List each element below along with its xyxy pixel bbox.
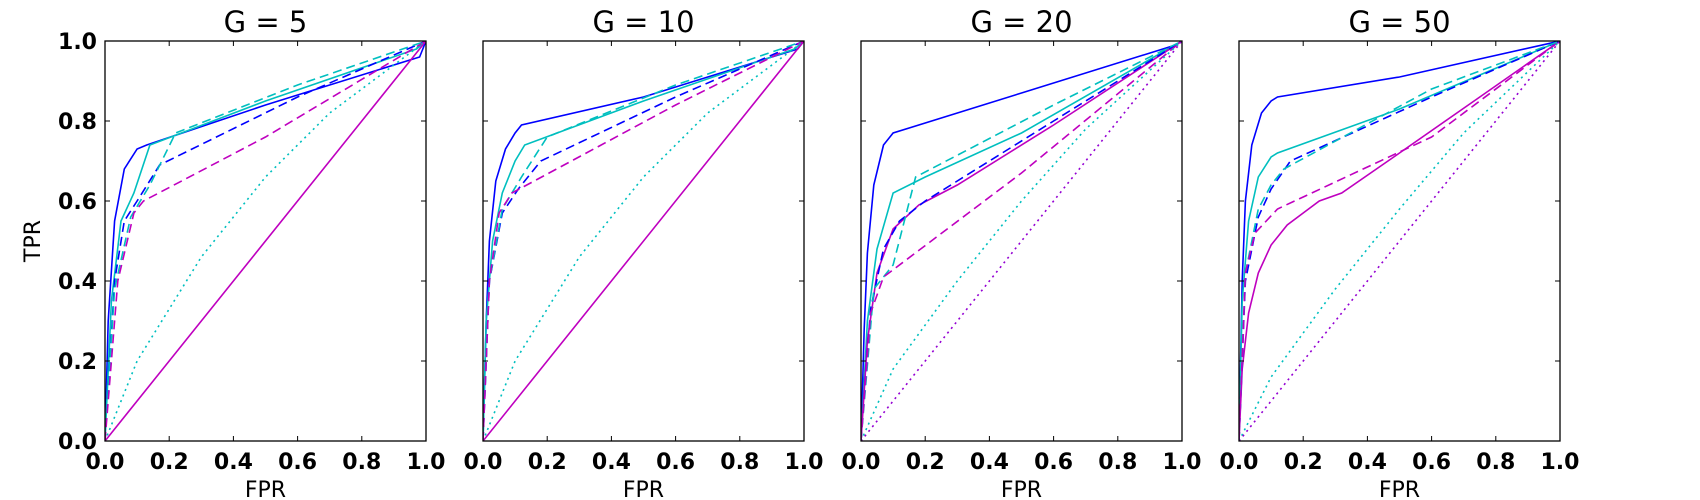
panel-1: 0.0 0.2 0.4 0.6 0.8 1.0 0.0 0.2 0.4 0.6 0.8 1.0 G = … bbox=[21, 5, 445, 500]
axes-frame bbox=[860, 40, 1183, 442]
panel-title: G = 20 bbox=[970, 5, 1072, 39]
roc-curve-3 bbox=[105, 41, 426, 441]
roc-curve-6 bbox=[1239, 41, 1560, 441]
curves bbox=[105, 41, 426, 441]
x-tick-label: 0.4 bbox=[1348, 450, 1387, 475]
x-tick-label: 0.8 bbox=[342, 450, 381, 475]
roc-curve-2 bbox=[105, 41, 426, 441]
roc-curve-7 bbox=[105, 41, 426, 441]
roc-curve-7 bbox=[861, 41, 1182, 441]
x-tick-label: 0.4 bbox=[214, 450, 253, 475]
roc-curve-8 bbox=[1239, 41, 1560, 441]
roc-curve-5 bbox=[861, 41, 1182, 441]
x-tick-label: 1.0 bbox=[407, 450, 446, 475]
curves bbox=[1239, 41, 1560, 441]
x-tick-label: 0.6 bbox=[1412, 450, 1451, 475]
roc-curve-6 bbox=[105, 41, 426, 441]
roc-curve-8 bbox=[861, 41, 1182, 441]
x-tick-label: 0.2 bbox=[528, 450, 567, 475]
x-axis-label: FPR bbox=[1379, 478, 1420, 500]
y-tick-label: 0.0 bbox=[58, 430, 97, 455]
x-tick-label: 1.0 bbox=[1163, 450, 1202, 475]
roc-curve-3 bbox=[1239, 41, 1560, 441]
x-tick-label: 0.0 bbox=[842, 450, 881, 475]
y-tick-label: 0.2 bbox=[58, 350, 97, 375]
y-tick-label: 0.6 bbox=[58, 190, 97, 215]
x-tick-label: 1.0 bbox=[1541, 450, 1580, 475]
x-tick-label: 0.4 bbox=[970, 450, 1009, 475]
axes-frame bbox=[1238, 40, 1561, 442]
x-tick-label: 0.0 bbox=[1220, 450, 1259, 475]
roc-curve-1 bbox=[1239, 41, 1560, 441]
panel-title: G = 5 bbox=[224, 5, 308, 39]
curves bbox=[861, 41, 1182, 441]
curves bbox=[483, 41, 804, 441]
roc-curve-7 bbox=[483, 41, 804, 441]
x-tick-label: 0.2 bbox=[1284, 450, 1323, 475]
panel-4: 0.0 0.2 0.4 0.6 0.8 1.0 G = 50 FPR bbox=[1220, 5, 1580, 500]
x-tick-label: 0.6 bbox=[278, 450, 317, 475]
x-axis-label: FPR bbox=[245, 478, 286, 500]
roc-curve-1 bbox=[105, 41, 426, 441]
y-tick-label: 0.4 bbox=[58, 270, 97, 295]
x-tick-label: 0.6 bbox=[656, 450, 695, 475]
x-tick-label: 0.2 bbox=[906, 450, 945, 475]
x-tick-label: 1.0 bbox=[785, 450, 824, 475]
x-tick-label: 0.8 bbox=[720, 450, 759, 475]
y-tick-label: 0.8 bbox=[58, 110, 97, 135]
roc-curve-2 bbox=[861, 41, 1182, 441]
roc-curve-7 bbox=[1239, 41, 1560, 441]
x-tick-label: 0.0 bbox=[464, 450, 503, 475]
y-axis-label: TPR bbox=[21, 220, 46, 263]
roc-curve-3 bbox=[861, 41, 1182, 441]
roc-curve-2 bbox=[1239, 41, 1560, 441]
x-axis-label: FPR bbox=[623, 478, 664, 500]
roc-curve-4 bbox=[105, 41, 426, 441]
roc-curve-6 bbox=[483, 41, 804, 441]
panel-title: G = 50 bbox=[1348, 5, 1450, 39]
x-tick-label: 0.8 bbox=[1476, 450, 1515, 475]
roc-curve-5 bbox=[105, 41, 426, 441]
axes-frame bbox=[104, 40, 427, 442]
x-tick-label: 0.2 bbox=[150, 450, 189, 475]
x-axis-label: FPR bbox=[1001, 478, 1042, 500]
roc-curve-5 bbox=[483, 41, 804, 441]
roc-curve-4 bbox=[1239, 41, 1560, 441]
roc-curve-6 bbox=[861, 41, 1182, 441]
roc-curve-4 bbox=[861, 41, 1182, 441]
x-tick-label: 0.6 bbox=[1034, 450, 1073, 475]
roc-curve-1 bbox=[861, 41, 1182, 441]
y-tick-label: 1.0 bbox=[58, 30, 97, 55]
x-tick-label: 0.8 bbox=[1098, 450, 1137, 475]
panel-title: G = 10 bbox=[592, 5, 694, 39]
axes-frame bbox=[482, 40, 805, 442]
x-tick-label: 0.4 bbox=[592, 450, 631, 475]
panel-3: 0.0 0.2 0.4 0.6 0.8 1.0 G = 20 FPR bbox=[842, 5, 1202, 500]
panel-2: 0.0 0.2 0.4 0.6 0.8 1.0 G = 10 FPR bbox=[464, 5, 824, 500]
x-tick-label: 0.0 bbox=[86, 450, 125, 475]
roc-curve-5 bbox=[1239, 41, 1560, 441]
